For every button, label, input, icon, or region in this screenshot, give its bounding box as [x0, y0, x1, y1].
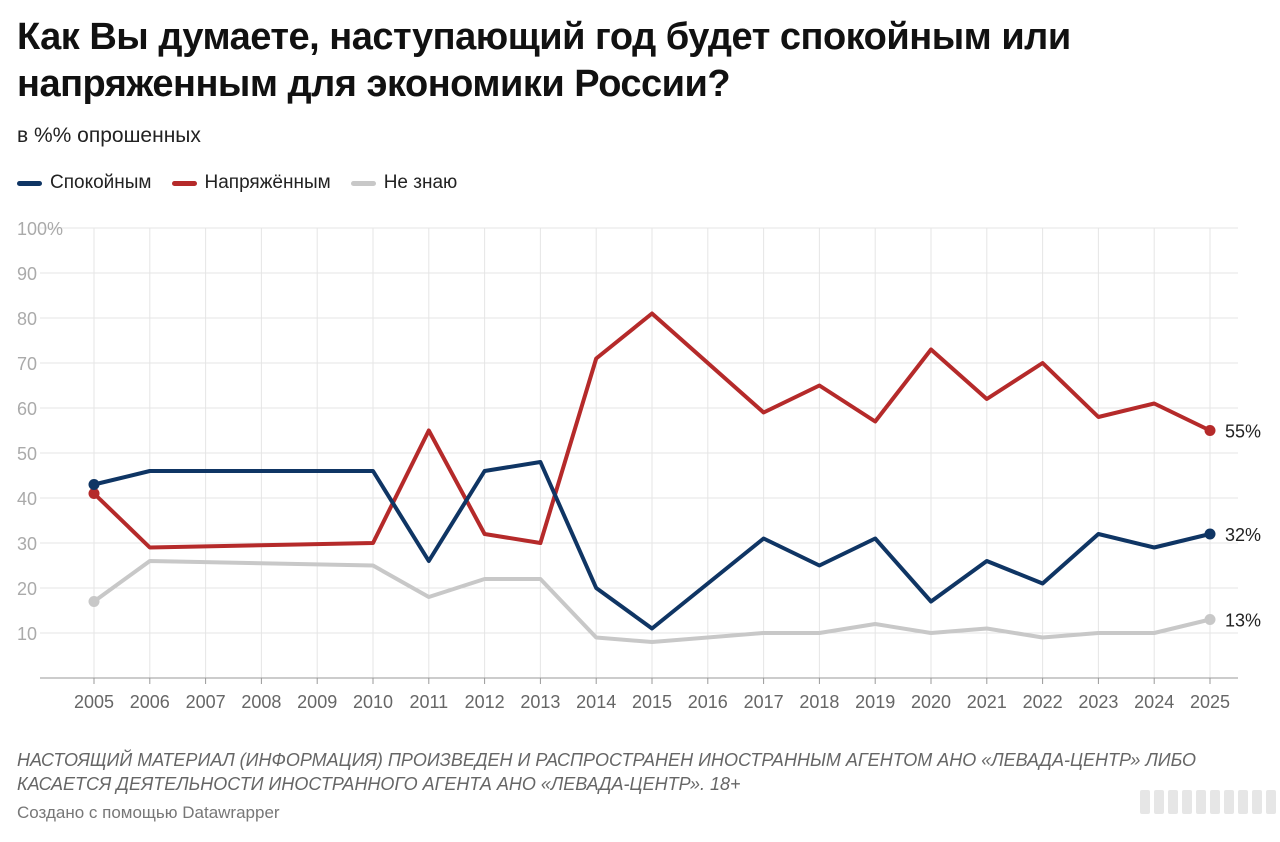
x-tick-label: 2016	[688, 692, 728, 712]
x-tick-label: 2005	[74, 692, 114, 712]
y-tick-label: 50	[17, 444, 37, 464]
start-point-calm	[88, 479, 100, 490]
y-tick-label: 30	[17, 534, 37, 554]
x-tick-label: 2017	[744, 692, 784, 712]
datawrapper-credit: Создано с помощью Datawrapper	[17, 803, 280, 822]
series-line-calm	[92, 460, 1212, 631]
legend-label-unknown: Не знаю	[383, 172, 458, 193]
start-point-tense	[88, 488, 100, 499]
x-tick-label: 2008	[241, 692, 281, 712]
legend-swatch-calm	[17, 180, 42, 186]
x-tick-label: 2006	[130, 692, 170, 712]
legend-swatch-tense	[171, 180, 197, 186]
end-label-calm: 32%	[1225, 525, 1261, 545]
series-line-tense	[92, 311, 1212, 550]
watermark-logo	[1140, 790, 1276, 814]
y-tick-label: 20	[17, 579, 37, 599]
legend-label-calm: Спокойным	[50, 172, 152, 193]
end-point-unknown	[1204, 614, 1216, 625]
x-tick-label: 2011	[409, 692, 448, 712]
series-line-unknown	[92, 559, 1212, 644]
x-tick-label: 2010	[353, 692, 393, 712]
legend-item-tense: Напряжённым	[171, 172, 331, 194]
start-point-unknown	[88, 596, 100, 607]
x-tick-label: 2023	[1078, 692, 1118, 712]
end-label-unknown: 13%	[1225, 611, 1261, 631]
x-tick-label: 2015	[632, 692, 672, 712]
x-tick-label: 2024	[1134, 692, 1174, 712]
chart-title: Как Вы думаете, наступающий год будет сп…	[17, 16, 1071, 105]
x-tick-label: 2012	[465, 692, 505, 712]
y-tick-label: 40	[17, 489, 37, 509]
end-point-calm	[1204, 528, 1216, 540]
y-tick-label: 70	[17, 354, 37, 374]
legend-swatch-unknown	[350, 180, 376, 186]
x-tick-label: 2009	[297, 692, 337, 712]
x-tick-label: 2019	[855, 692, 895, 712]
y-tick-label: 60	[17, 399, 37, 419]
x-tick-label: 2013	[520, 692, 560, 712]
x-tick-label: 2007	[186, 692, 226, 712]
x-tick-label: 2020	[911, 692, 951, 712]
x-tick-label: 2025	[1190, 692, 1230, 712]
legend-item-calm: Спокойным	[17, 172, 152, 194]
chart-subtitle: в %% опрошенных	[17, 124, 201, 147]
x-tick-label: 2021	[967, 692, 1007, 712]
y-tick-label: 100%	[17, 219, 63, 239]
x-tick-label: 2022	[1023, 692, 1063, 712]
y-tick-label: 90	[17, 264, 37, 284]
end-label-tense: 55%	[1225, 422, 1261, 442]
legend-item-unknown: Не знаю	[350, 172, 458, 194]
foreign-agent-notice: НАСТОЯЩИЙ МАТЕРИАЛ (ИНФОРМАЦИЯ) ПРОИЗВЕД…	[17, 750, 1196, 794]
y-tick-label: 10	[17, 624, 37, 644]
x-tick-label: 2018	[799, 692, 839, 712]
end-point-tense	[1204, 425, 1216, 436]
legend-label-tense: Напряжённым	[204, 172, 331, 193]
legend: Спокойным Напряжённым Не знаю	[17, 172, 457, 194]
x-tick-label: 2014	[576, 692, 616, 712]
y-tick-label: 80	[17, 309, 37, 329]
